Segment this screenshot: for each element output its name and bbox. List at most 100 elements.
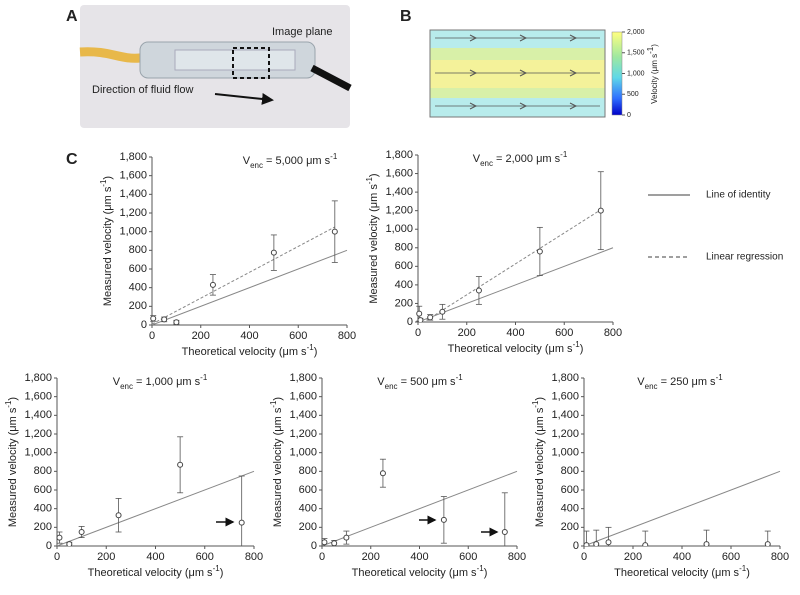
chart-title-part: V [637,376,645,388]
x-axis-label-part: ) [746,567,750,579]
colorbar-label-part: Velocity (μm s [650,54,659,104]
y-axis-label-part: Measured velocity (μm s [102,186,114,306]
y-tick-label: 1,000 [24,447,52,459]
y-tick-label: 1,800 [24,372,52,384]
point [343,534,350,541]
y-axis-label-part: -1 [99,179,108,187]
y-tick-label: 800 [299,465,317,477]
point [238,519,245,526]
y-axis-label-part: ) [7,397,19,401]
y-tick-label: 600 [561,484,579,496]
x-axis-label-part: -1 [477,564,485,573]
point [703,541,710,546]
plot-area [150,200,348,325]
y-tick-label: 1,200 [385,205,413,217]
y-axis-label-part: -1 [365,177,374,185]
point [78,529,85,535]
y-axis-label: Measured velocity (μm s-1) [269,397,284,527]
x-axis-label-part: ) [484,567,488,579]
chart-title-part: = 2,000 μm s [493,153,561,165]
y-tick-label: 1,800 [551,372,579,384]
chart-title: Venc = 5,000 μm s-1 [243,152,338,170]
identity-line [417,247,614,322]
x-tick-label: 400 [240,330,258,342]
y-tick-label: 0 [141,319,147,331]
point [177,461,184,468]
y-axis-label: Measured velocity (μm s-1) [99,176,114,306]
chart-title-part: V [243,155,251,167]
chart-title: Venc = 500 μm s-1 [377,373,463,391]
annotation: Direction of fluid flow [92,84,194,96]
y-tick-label: 0 [46,540,52,552]
y-tick-label: 800 [129,244,147,256]
chart-title-part: V [473,153,481,165]
chart-title-part: = 5,000 μm s [263,155,331,167]
chart-title-part: -1 [200,373,208,382]
x-tick-label: 800 [338,330,356,342]
point [416,310,423,317]
y-axis-label-part: ) [534,397,546,401]
point [427,314,434,321]
y-tick-label: 200 [34,521,52,533]
x-tick-label: 200 [97,551,115,563]
cable [310,64,352,92]
colorbar-tick-label: 2,000 [627,29,645,36]
y-tick-label: 1,400 [289,409,317,421]
y-tick-label: 1,200 [551,428,579,440]
point [331,540,338,546]
x-tick-label: 600 [459,551,477,563]
y-tick-label: 1,800 [119,151,147,163]
y-tick-label: 1,000 [119,226,147,238]
y-tick-label: 1,800 [385,149,413,161]
y-axis-label-part: -1 [269,400,278,408]
y-tick-label: 1,000 [289,447,317,459]
point [66,541,73,546]
y-tick-label: 600 [129,263,147,275]
point [583,542,590,546]
y-axis-label: Measured velocity (μm s-1) [531,397,546,527]
chart-title-part: -1 [560,150,568,159]
point [642,542,649,546]
y-tick-label: 800 [561,465,579,477]
flow-map [429,29,606,118]
chart-title: Venc = 1,000 μm s-1 [113,373,208,391]
x-axis-label-part: -1 [739,564,747,573]
point [161,316,168,323]
x-tick-label: 0 [54,551,60,563]
y-tick-label: 0 [407,316,413,328]
y-tick-label: 600 [299,484,317,496]
x-tick-label: 400 [673,551,691,563]
x-axis-label-part: ) [580,343,584,355]
y-tick-label: 1,000 [385,223,413,235]
y-tick-label: 1,400 [24,409,52,421]
tube [79,47,141,63]
x-tick-label: 600 [289,330,307,342]
point [605,539,612,546]
y-tick-label: 1,200 [119,207,147,219]
y-tick-label: 1,600 [24,391,52,403]
y-tick-label: 200 [561,521,579,533]
y-tick-label: 0 [311,540,317,552]
panel-label: A [66,8,78,25]
y-tick-label: 200 [129,300,147,312]
plot-area [321,458,518,546]
colorbar-tick-label: 0 [627,112,631,119]
identity-line [321,470,518,546]
x-tick-label: 600 [555,327,573,339]
barrel [174,49,296,71]
y-axis-label: Measured velocity (μm s-1) [4,397,19,527]
x-axis-label-part: -1 [213,564,221,573]
image-plane-box [232,47,270,79]
chart-title-part: = 250 μm s [658,376,717,388]
legend-label: Linear regression [706,252,783,263]
x-axis-label: Theoretical velocity (μm s-1) [448,340,584,355]
point [115,512,122,519]
point [440,516,447,523]
point [379,470,386,477]
x-tick-label: 600 [722,551,740,563]
x-tick-label: 0 [415,327,421,339]
y-axis-label-part: Measured velocity (μm s [7,407,19,527]
y-tick-label: 200 [395,297,413,309]
plot-area [583,470,781,546]
